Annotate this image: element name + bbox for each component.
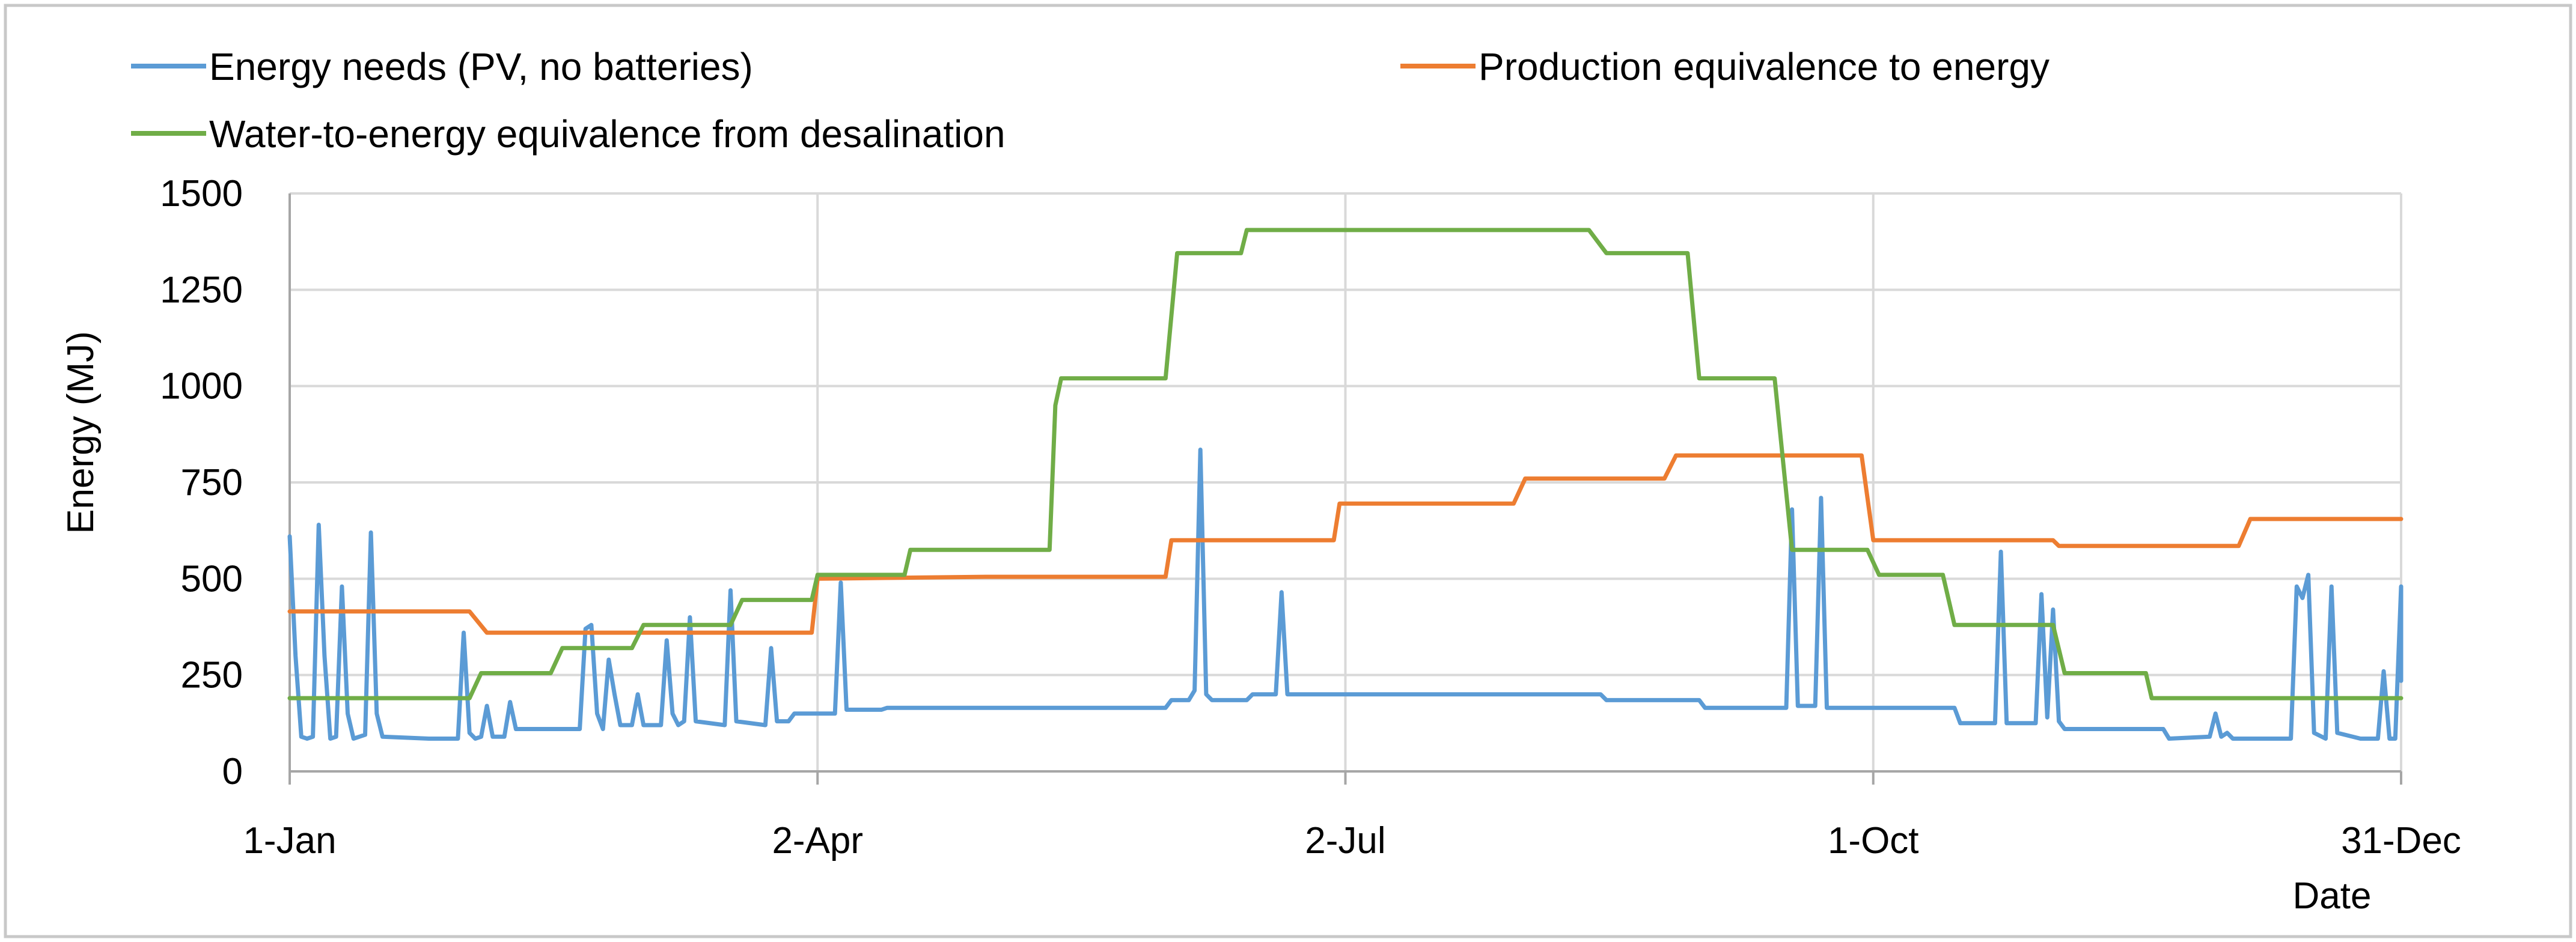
y-tick-label: 0 — [222, 751, 243, 792]
legend-label: Water-to-energy equivalence from desalin… — [209, 112, 1006, 156]
series-line-3 — [287, 228, 2404, 700]
series-line-1 — [287, 448, 2404, 741]
x-tick-label: 1-Oct — [1828, 820, 1919, 861]
x-tick-label: 2-Jul — [1305, 820, 1385, 861]
legend-label: Energy needs (PV, no batteries) — [209, 45, 753, 88]
y-tick-label: 500 — [181, 558, 243, 600]
chart-border — [4, 4, 2572, 938]
y-tick-label: 250 — [181, 655, 243, 696]
x-tick-label: 31-Dec — [2341, 820, 2461, 861]
legend: Energy needs (PV, no batteries) Productio… — [131, 45, 2050, 156]
series-lines — [287, 228, 2404, 741]
x-tick-label: 2-Apr — [772, 820, 863, 861]
x-axis-title: Date — [2293, 875, 2372, 917]
series-line-2 — [287, 453, 2404, 635]
axes: 0 250 500 750 1000 1250 1500 1-Jan 2-Apr 2-Jul 1-O… — [160, 173, 2461, 861]
y-tick-label: 750 — [181, 462, 243, 503]
y-tick-label: 1500 — [160, 173, 243, 214]
y-axis-title: Energy (MJ) — [60, 331, 102, 534]
y-tick-label: 1250 — [160, 269, 243, 311]
x-tick-label: 1-Jan — [243, 820, 336, 861]
y-tick-label: 1000 — [160, 366, 243, 407]
legend-label: Production equivalence to energy — [1479, 45, 2050, 88]
